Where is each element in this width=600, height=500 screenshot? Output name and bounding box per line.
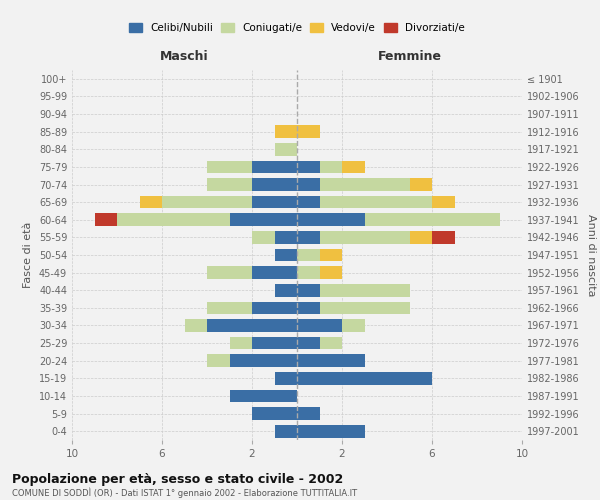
Text: Femmine: Femmine: [377, 50, 442, 63]
Bar: [320, 160, 342, 173]
Bar: [342, 319, 365, 332]
Bar: [297, 266, 320, 279]
Bar: [297, 178, 320, 191]
Bar: [297, 319, 342, 332]
Bar: [275, 143, 297, 156]
Bar: [320, 337, 342, 349]
Bar: [207, 266, 252, 279]
Bar: [297, 214, 365, 226]
Bar: [275, 248, 297, 262]
Bar: [297, 337, 320, 349]
Bar: [297, 196, 320, 208]
Bar: [252, 337, 297, 349]
Bar: [162, 196, 252, 208]
Bar: [432, 231, 455, 243]
Bar: [297, 284, 320, 296]
Bar: [229, 354, 297, 367]
Bar: [365, 214, 499, 226]
Bar: [409, 178, 432, 191]
Bar: [320, 248, 342, 262]
Bar: [207, 178, 252, 191]
Bar: [275, 284, 297, 296]
Text: Popolazione per età, sesso e stato civile - 2002: Popolazione per età, sesso e stato civil…: [12, 472, 343, 486]
Bar: [320, 231, 409, 243]
Bar: [229, 214, 297, 226]
Bar: [275, 231, 297, 243]
Bar: [297, 302, 320, 314]
Bar: [320, 196, 432, 208]
Bar: [185, 319, 207, 332]
Bar: [252, 178, 297, 191]
Bar: [297, 372, 432, 384]
Bar: [229, 337, 252, 349]
Bar: [342, 160, 365, 173]
Bar: [297, 407, 320, 420]
Bar: [207, 354, 229, 367]
Bar: [252, 266, 297, 279]
Bar: [95, 214, 117, 226]
Text: COMUNE DI SODDÌ (OR) - Dati ISTAT 1° gennaio 2002 - Elaborazione TUTTITALIA.IT: COMUNE DI SODDÌ (OR) - Dati ISTAT 1° gen…: [12, 487, 357, 498]
Bar: [252, 302, 297, 314]
Bar: [139, 196, 162, 208]
Bar: [275, 425, 297, 438]
Bar: [117, 214, 229, 226]
Bar: [207, 319, 297, 332]
Bar: [229, 390, 297, 402]
Bar: [252, 160, 297, 173]
Bar: [207, 302, 252, 314]
Legend: Celibi/Nubili, Coniugati/e, Vedovi/e, Divorziati/e: Celibi/Nubili, Coniugati/e, Vedovi/e, Di…: [126, 20, 468, 36]
Bar: [252, 231, 275, 243]
Bar: [252, 196, 297, 208]
Text: Maschi: Maschi: [160, 50, 209, 63]
Y-axis label: Anni di nascita: Anni di nascita: [586, 214, 596, 296]
Bar: [275, 126, 297, 138]
Bar: [320, 178, 409, 191]
Bar: [297, 248, 320, 262]
Y-axis label: Fasce di età: Fasce di età: [23, 222, 33, 288]
Bar: [320, 284, 409, 296]
Bar: [432, 196, 455, 208]
Bar: [320, 302, 409, 314]
Bar: [297, 354, 365, 367]
Bar: [297, 425, 365, 438]
Bar: [252, 407, 297, 420]
Bar: [207, 160, 252, 173]
Bar: [297, 231, 320, 243]
Bar: [297, 160, 320, 173]
Bar: [275, 372, 297, 384]
Bar: [297, 126, 320, 138]
Bar: [320, 266, 342, 279]
Bar: [409, 231, 432, 243]
